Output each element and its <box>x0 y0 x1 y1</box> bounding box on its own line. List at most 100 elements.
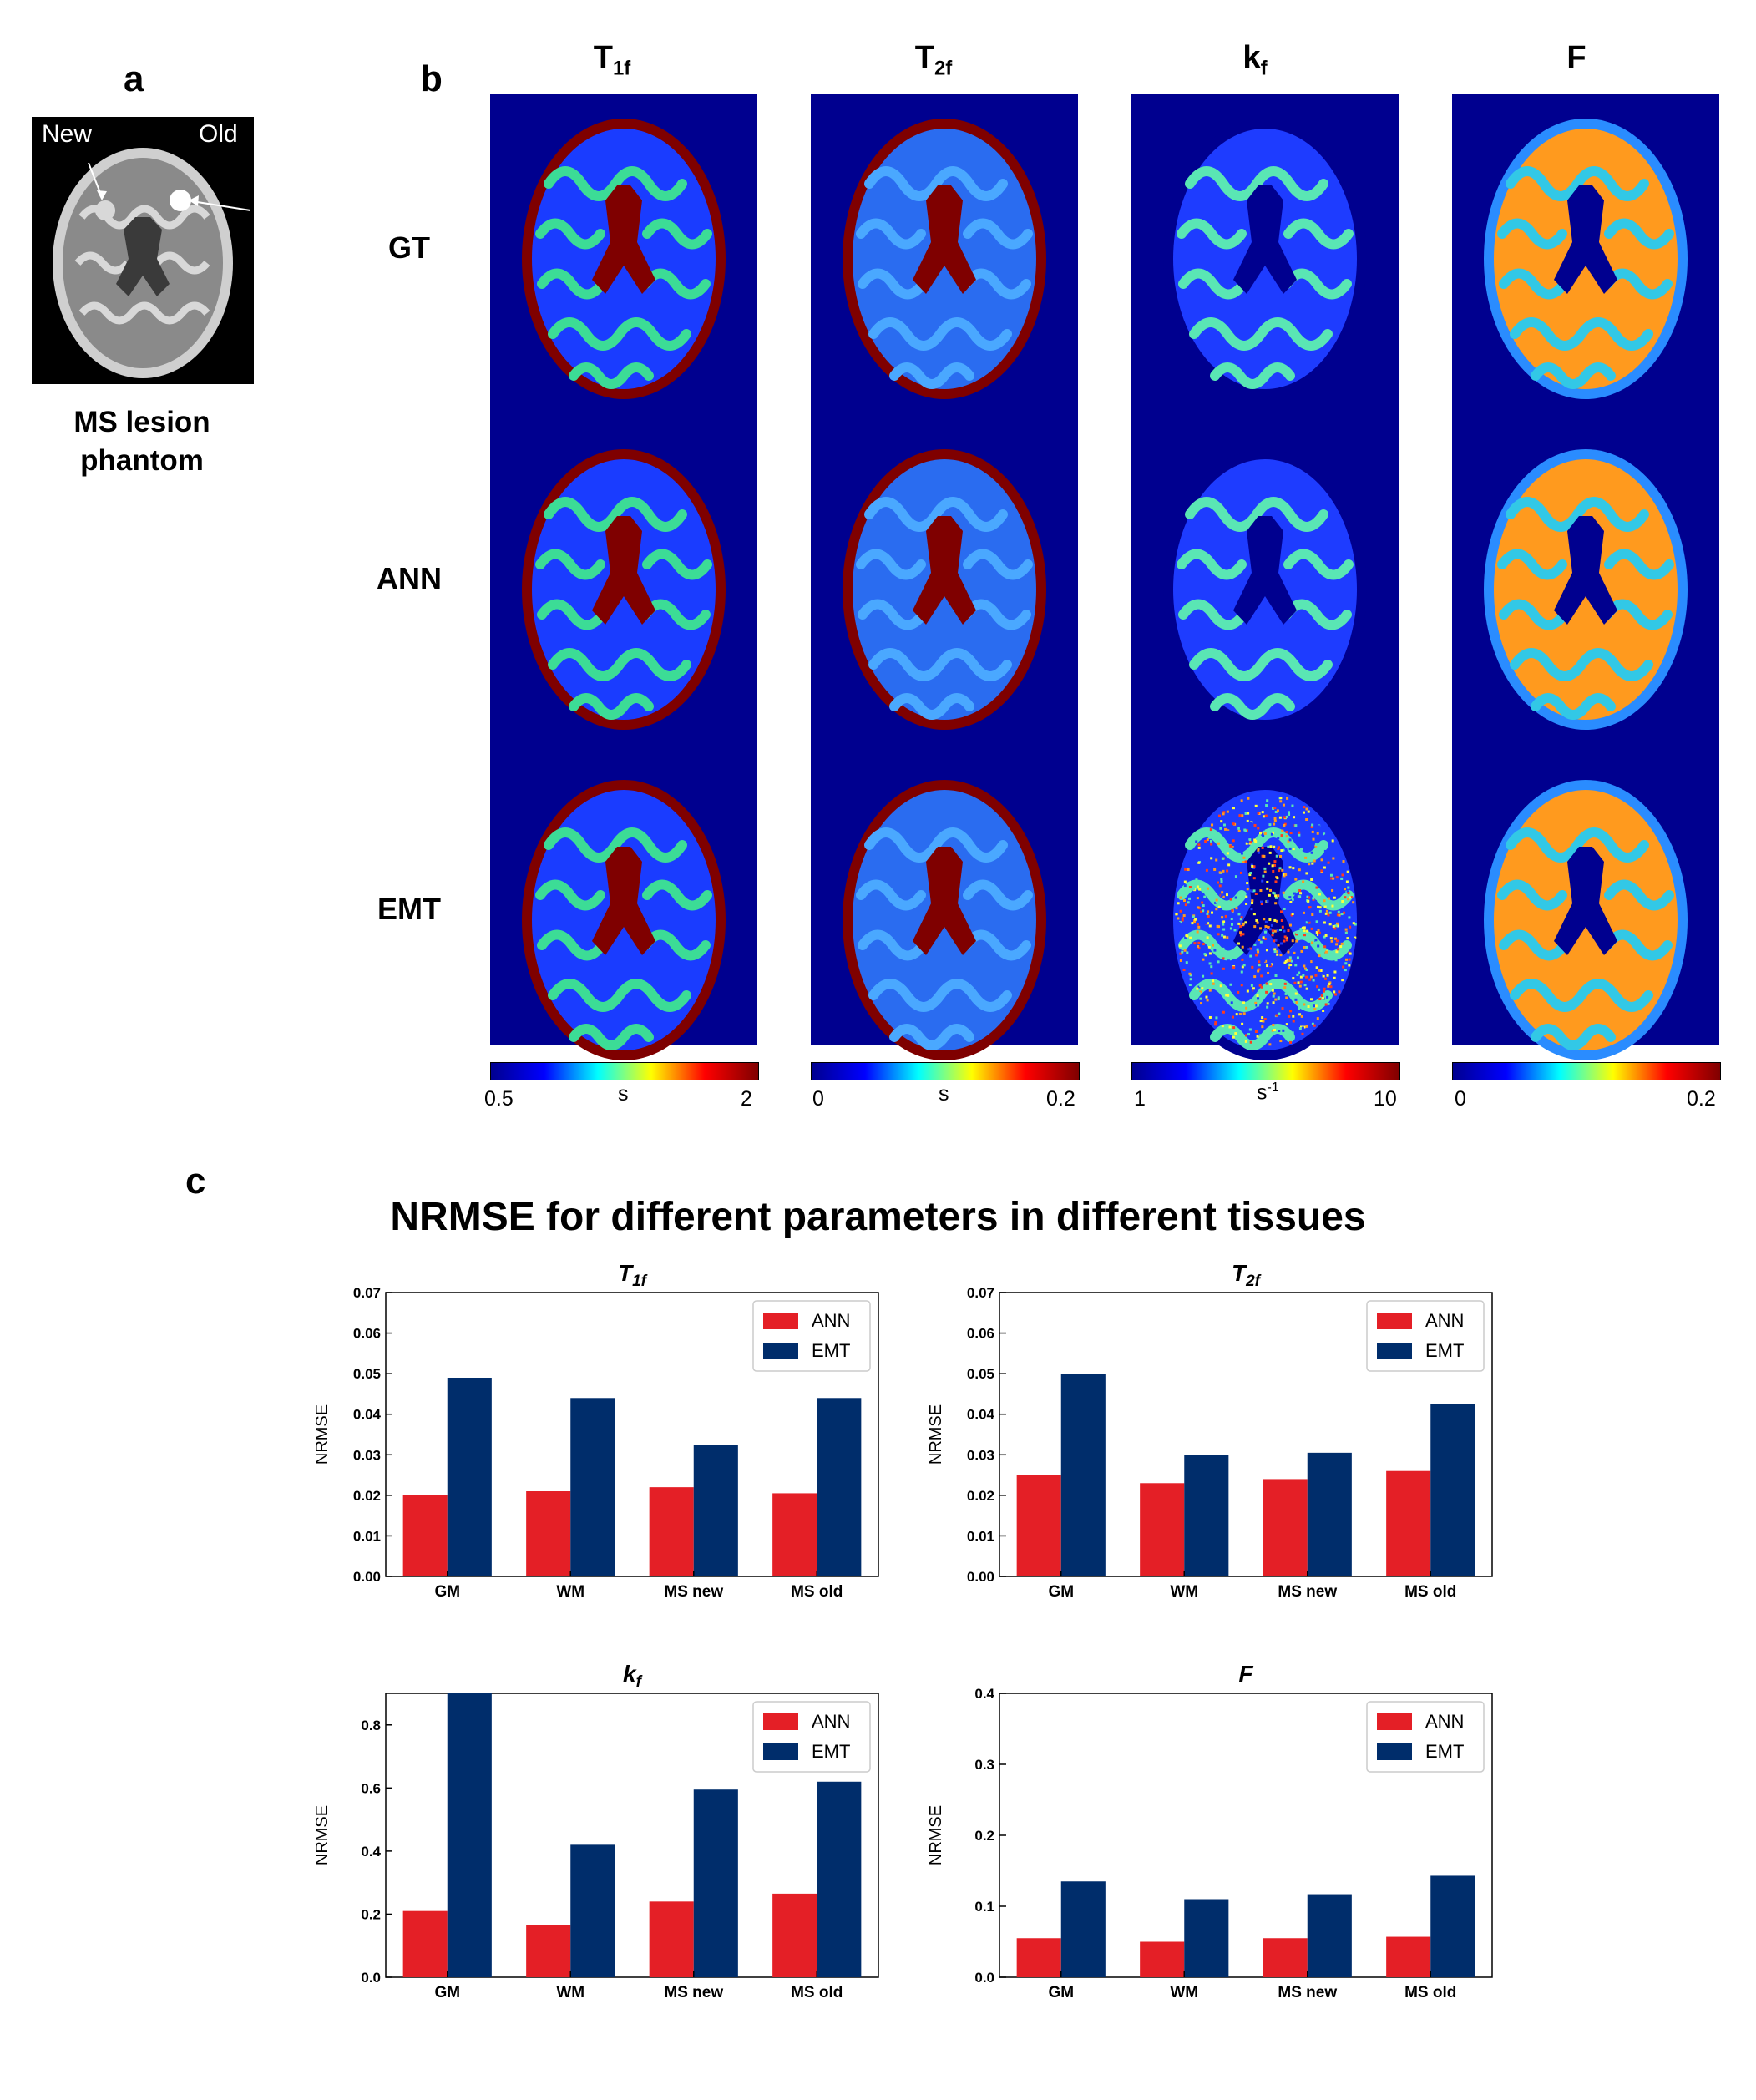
brain-map-gt <box>836 109 1053 413</box>
brain-map-gt <box>1156 109 1374 413</box>
legend-swatch-emt <box>1377 1343 1412 1359</box>
brain-map <box>1163 119 1367 399</box>
map-column-title-kf: kf <box>1242 40 1268 80</box>
colorbar-t2f-unit: s <box>939 1082 949 1106</box>
y-tick-label: 0.0 <box>361 1970 381 1986</box>
bar-emt-ms-old <box>817 1781 862 1977</box>
brain-map-emt <box>515 770 732 1075</box>
x-tick-label: WM <box>1170 1984 1198 2001</box>
bar-emt-wm <box>570 1398 615 1576</box>
legend-label-emt: EMT <box>812 1741 850 1762</box>
legend-label-emt: EMT <box>1425 1340 1464 1361</box>
brain-map-emt <box>836 770 1053 1075</box>
x-tick-label: MS new <box>664 1583 723 1601</box>
y-tick-label: 0.03 <box>967 1447 994 1463</box>
brain-map <box>843 119 1046 399</box>
brain-map <box>1484 119 1688 399</box>
y-tick-label: 0.01 <box>967 1528 994 1544</box>
brain-map-ann <box>1156 439 1374 744</box>
x-tick-label: MS new <box>1278 1583 1337 1601</box>
map-column-f <box>1452 94 1719 1060</box>
bar-ann-ms-new <box>1263 1938 1308 1977</box>
colorbar-t1f-max: 2 <box>741 1087 752 1111</box>
bar-emt-ms-new <box>693 1445 738 1576</box>
legend-label-ann: ANN <box>812 1711 850 1732</box>
colorbar-kf-unit: s-1 <box>1257 1080 1279 1105</box>
bar-ann-ms-old <box>1386 1470 1431 1576</box>
map-column-t2f <box>811 94 1078 1060</box>
chart-title: kf <box>623 1662 643 1691</box>
y-axis-label: NRMSE <box>313 1805 331 1865</box>
bar-emt-ms-old <box>817 1398 862 1576</box>
bar-emt-gm <box>1060 1374 1106 1576</box>
x-tick-label: MS old <box>1404 1984 1456 2001</box>
bar-ann-gm <box>1016 1938 1061 1977</box>
phantom-image: New Old <box>32 117 254 384</box>
map-row-label-ann: ANN <box>377 561 442 595</box>
brain-map <box>843 449 1046 730</box>
phantom-label-old: Old <box>199 120 238 148</box>
y-axis-label: NRMSE <box>313 1404 331 1465</box>
y-tick-label: 0.07 <box>967 1285 994 1301</box>
colorbar-t2f-max: 0.2 <box>1046 1087 1075 1111</box>
brain-map <box>1163 449 1367 730</box>
x-tick-label: GM <box>434 1583 460 1601</box>
chart-t2f: T2f 0.00 0.01 0.02 0.03 0.04 0.05 0.06 0.07 NRMSE… <box>914 1260 1499 1632</box>
legend-label-emt: EMT <box>812 1340 850 1361</box>
colorbar-kf <box>1131 1062 1400 1080</box>
colorbar-t2f-min: 0 <box>812 1087 824 1111</box>
y-tick-label: 0.04 <box>353 1407 382 1423</box>
panel-letter-a: a <box>124 58 144 99</box>
colorbar-f <box>1452 1062 1721 1080</box>
legend-swatch-ann <box>763 1713 798 1730</box>
map-column-kf <box>1131 94 1399 1060</box>
y-tick-label: 0.4 <box>974 1686 994 1702</box>
y-tick-label: 0.00 <box>353 1569 381 1585</box>
chart-title: T2f <box>1232 1261 1262 1290</box>
y-tick-label: 0.06 <box>967 1326 994 1342</box>
x-tick-label: MS new <box>1278 1984 1337 2001</box>
colorbar-f-max: 0.2 <box>1687 1087 1716 1111</box>
brain-map <box>1484 780 1688 1060</box>
bar-ann-ms-new <box>1263 1479 1308 1576</box>
bar-emt-ms-new <box>1307 1452 1352 1576</box>
y-axis-label: NRMSE <box>927 1805 945 1865</box>
legend-label-ann: ANN <box>812 1310 850 1331</box>
colorbar-t1f-unit: s <box>618 1082 629 1106</box>
brain-map-gt <box>1477 109 1694 413</box>
map-column-title-t1f: T1f <box>593 40 631 80</box>
bar-emt-wm <box>1184 1899 1229 1977</box>
x-tick-label: MS old <box>1404 1583 1456 1601</box>
y-tick-label: 0.03 <box>353 1447 381 1463</box>
brain-map-ann <box>1477 439 1694 744</box>
legend-swatch-emt <box>1377 1743 1412 1760</box>
y-tick-label: 0.4 <box>361 1844 381 1860</box>
bar-ann-gm <box>402 1910 448 1977</box>
y-tick-label: 0.07 <box>353 1285 381 1301</box>
brain-map <box>843 780 1046 1060</box>
x-tick-label: WM <box>1170 1583 1198 1601</box>
chart-t1f: T1f 0.00 0.01 0.02 0.03 0.04 0.05 0.06 0.07 NRMSE… <box>301 1260 885 1632</box>
y-tick-label: 0.04 <box>967 1407 995 1423</box>
x-tick-label: GM <box>1048 1583 1074 1601</box>
y-tick-label: 0.02 <box>967 1488 994 1504</box>
brain-map-emt <box>1156 770 1374 1075</box>
chart-title: T1f <box>618 1261 648 1290</box>
bar-emt-gm <box>447 1378 492 1576</box>
bar-ann-gm <box>1016 1475 1061 1576</box>
y-tick-label: 0.6 <box>361 1780 381 1796</box>
bar-ann-wm <box>526 1491 571 1576</box>
map-row-label-emt: EMT <box>377 892 441 926</box>
x-tick-label: MS old <box>791 1984 843 2001</box>
bar-ann-wm <box>1140 1483 1185 1576</box>
bar-ann-wm <box>1140 1941 1185 1977</box>
legend-label-ann: ANN <box>1425 1310 1464 1331</box>
plot-frame <box>385 1693 879 1978</box>
brain-map-emt <box>1477 770 1694 1075</box>
plot-frame <box>385 1292 879 1577</box>
phantom-caption: MS lesion phantom <box>33 403 250 480</box>
y-tick-label: 0.02 <box>353 1488 381 1504</box>
x-tick-label: MS old <box>791 1583 843 1601</box>
y-tick-label: 0.00 <box>967 1569 994 1585</box>
bar-emt-gm <box>1060 1881 1106 1977</box>
